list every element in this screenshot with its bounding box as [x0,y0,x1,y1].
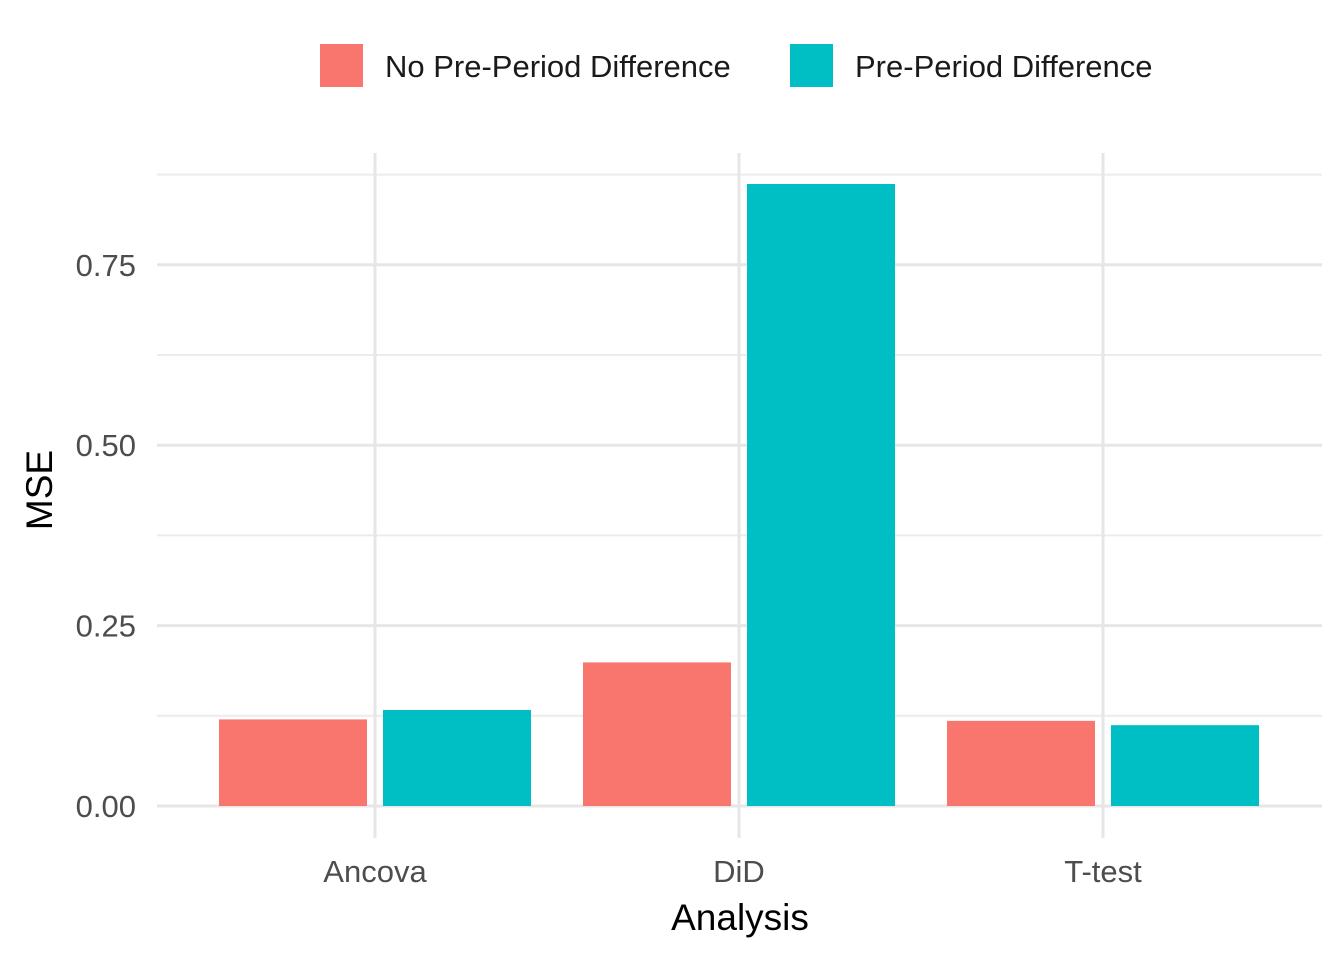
y-tick-label: 0.25 [76,609,136,644]
legend-swatch-no-pre-period-difference [320,44,363,87]
x-axis-ticks: Ancova DiD T-test [323,854,1142,889]
x-tick-label: Ancova [323,854,427,889]
y-axis-ticks: 0.00 0.25 0.50 0.75 [76,248,136,824]
bars [219,183,1259,806]
x-axis-title: Analysis [671,897,809,938]
x-tick-label: T-test [1064,854,1142,889]
x-tick-label: DiD [713,854,765,889]
y-tick-label: 0.00 [76,789,136,824]
bar-t-test-series-0 [947,720,1095,806]
y-tick-label: 0.75 [76,248,136,283]
bar-did-series-0 [583,662,731,806]
bar-did-series-1 [747,183,895,806]
legend: No Pre-Period Difference Pre-Period Diff… [320,44,1153,87]
legend-label-no-pre-period-difference: No Pre-Period Difference [385,49,731,84]
legend-label-pre-period-difference: Pre-Period Difference [855,49,1153,84]
bar-ancova-series-0 [219,719,367,806]
legend-swatch-pre-period-difference [790,44,833,87]
y-tick-label: 0.50 [76,428,136,463]
bar-t-test-series-1 [1111,725,1259,806]
y-axis-title: MSE [19,450,60,530]
bar-ancova-series-1 [383,710,531,806]
